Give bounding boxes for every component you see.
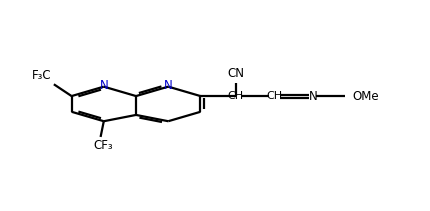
Text: CH: CH [266,91,282,101]
Text: N: N [99,79,108,92]
Text: OMe: OMe [352,89,378,103]
Text: CH: CH [227,91,243,101]
Text: CF₃: CF₃ [93,139,112,153]
Text: N: N [163,79,172,92]
Text: F₃C: F₃C [32,69,52,82]
Text: N: N [308,89,317,103]
Text: CN: CN [227,66,244,80]
